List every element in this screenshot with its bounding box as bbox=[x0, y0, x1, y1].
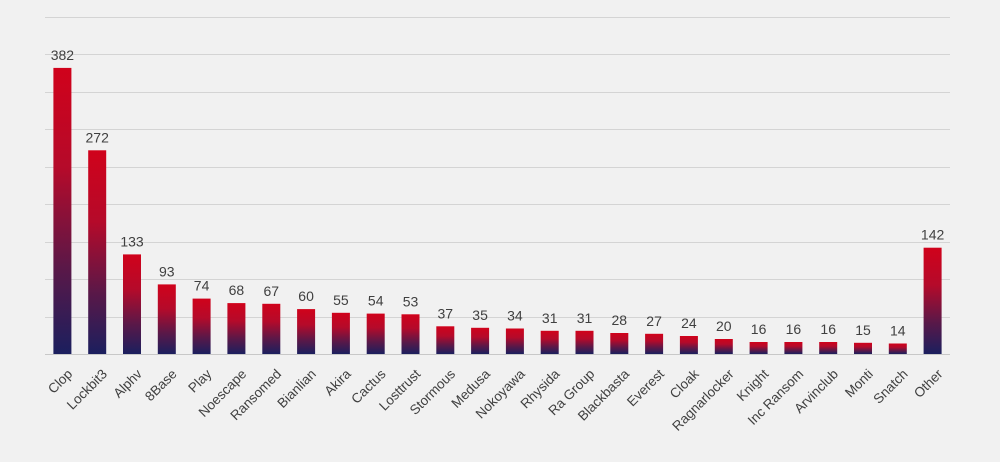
value-label-noescape: 68 bbox=[229, 282, 245, 298]
bar-blackbasta bbox=[610, 333, 629, 354]
bar-alphv bbox=[123, 254, 141, 354]
bar-arvinclub bbox=[819, 342, 838, 354]
bar-clop bbox=[53, 67, 72, 355]
bar-bianlian bbox=[297, 309, 316, 354]
value-label-play: 74 bbox=[194, 278, 210, 294]
bar-lockbit3 bbox=[88, 150, 107, 354]
value-label-stormous: 37 bbox=[438, 305, 454, 321]
value-label-other: 142 bbox=[921, 227, 945, 243]
bar-nokoyawa bbox=[505, 328, 524, 354]
value-label-ragnarlocker: 20 bbox=[716, 318, 732, 334]
bar-other bbox=[923, 247, 942, 354]
value-label-inc-ransom: 16 bbox=[786, 321, 802, 337]
bar-knight bbox=[749, 342, 768, 354]
value-label-arvinclub: 16 bbox=[820, 321, 836, 337]
value-label-blackbasta: 28 bbox=[612, 312, 628, 328]
value-label-alphv: 133 bbox=[120, 233, 144, 249]
bar-medusa bbox=[471, 327, 490, 354]
value-label-snatch: 14 bbox=[890, 323, 906, 339]
category-label-snatch: Snatch bbox=[870, 366, 910, 406]
bar-snatch bbox=[888, 343, 907, 354]
category-label-clop: Clop bbox=[45, 366, 75, 396]
value-label-akira: 55 bbox=[333, 292, 349, 308]
bar-cloak bbox=[679, 336, 698, 354]
bar-cactus bbox=[366, 313, 385, 354]
bar-akira bbox=[331, 312, 350, 354]
bar-ransomed bbox=[262, 303, 281, 354]
bar-rhysida bbox=[540, 330, 559, 354]
value-label-nokoyawa: 34 bbox=[507, 308, 523, 324]
value-labels: 382 272 133 93 74 68 67 60 55 54 53 37 35 34 31 31 28 27 2… bbox=[51, 47, 945, 339]
bars bbox=[53, 67, 942, 355]
bar-noescape bbox=[227, 303, 246, 354]
bar-inc-ransom bbox=[784, 342, 803, 354]
category-label-everest: Everest bbox=[624, 366, 667, 409]
category-label-other: Other bbox=[911, 366, 946, 401]
value-label-lockbit3: 272 bbox=[86, 129, 110, 145]
value-label-cactus: 54 bbox=[368, 293, 384, 309]
bar-monti bbox=[854, 342, 872, 354]
category-label-8base: 8Base bbox=[142, 366, 180, 404]
value-label-losttrust: 53 bbox=[403, 293, 419, 309]
category-label-alphv: Alphv bbox=[110, 366, 145, 401]
gridlines bbox=[45, 17, 950, 355]
value-label-knight: 16 bbox=[751, 321, 767, 337]
bar-everest bbox=[645, 333, 664, 354]
value-label-medusa: 35 bbox=[472, 307, 488, 323]
bar-ragnarlocker bbox=[714, 339, 733, 354]
bar-stormous bbox=[436, 326, 455, 354]
category-label-ragnarlocker: Ragnarlocker bbox=[669, 366, 737, 434]
category-label-play: Play bbox=[185, 366, 214, 395]
value-label-cloak: 24 bbox=[681, 315, 697, 331]
value-label-ransomed: 67 bbox=[264, 283, 280, 299]
value-label-bianlian: 60 bbox=[298, 288, 314, 304]
bar-losttrust bbox=[401, 314, 420, 354]
value-label-clop: 382 bbox=[51, 47, 75, 63]
value-label-monti: 15 bbox=[855, 322, 871, 338]
category-label-bianlian: Bianlian bbox=[274, 366, 319, 411]
value-label-rhysida: 31 bbox=[542, 310, 558, 326]
bar-8base bbox=[157, 284, 176, 354]
bar-play bbox=[192, 298, 211, 354]
value-label-ra-group: 31 bbox=[577, 310, 593, 326]
value-label-8base: 93 bbox=[159, 263, 175, 279]
bar-ra-group bbox=[575, 330, 594, 354]
value-label-everest: 27 bbox=[646, 313, 662, 329]
